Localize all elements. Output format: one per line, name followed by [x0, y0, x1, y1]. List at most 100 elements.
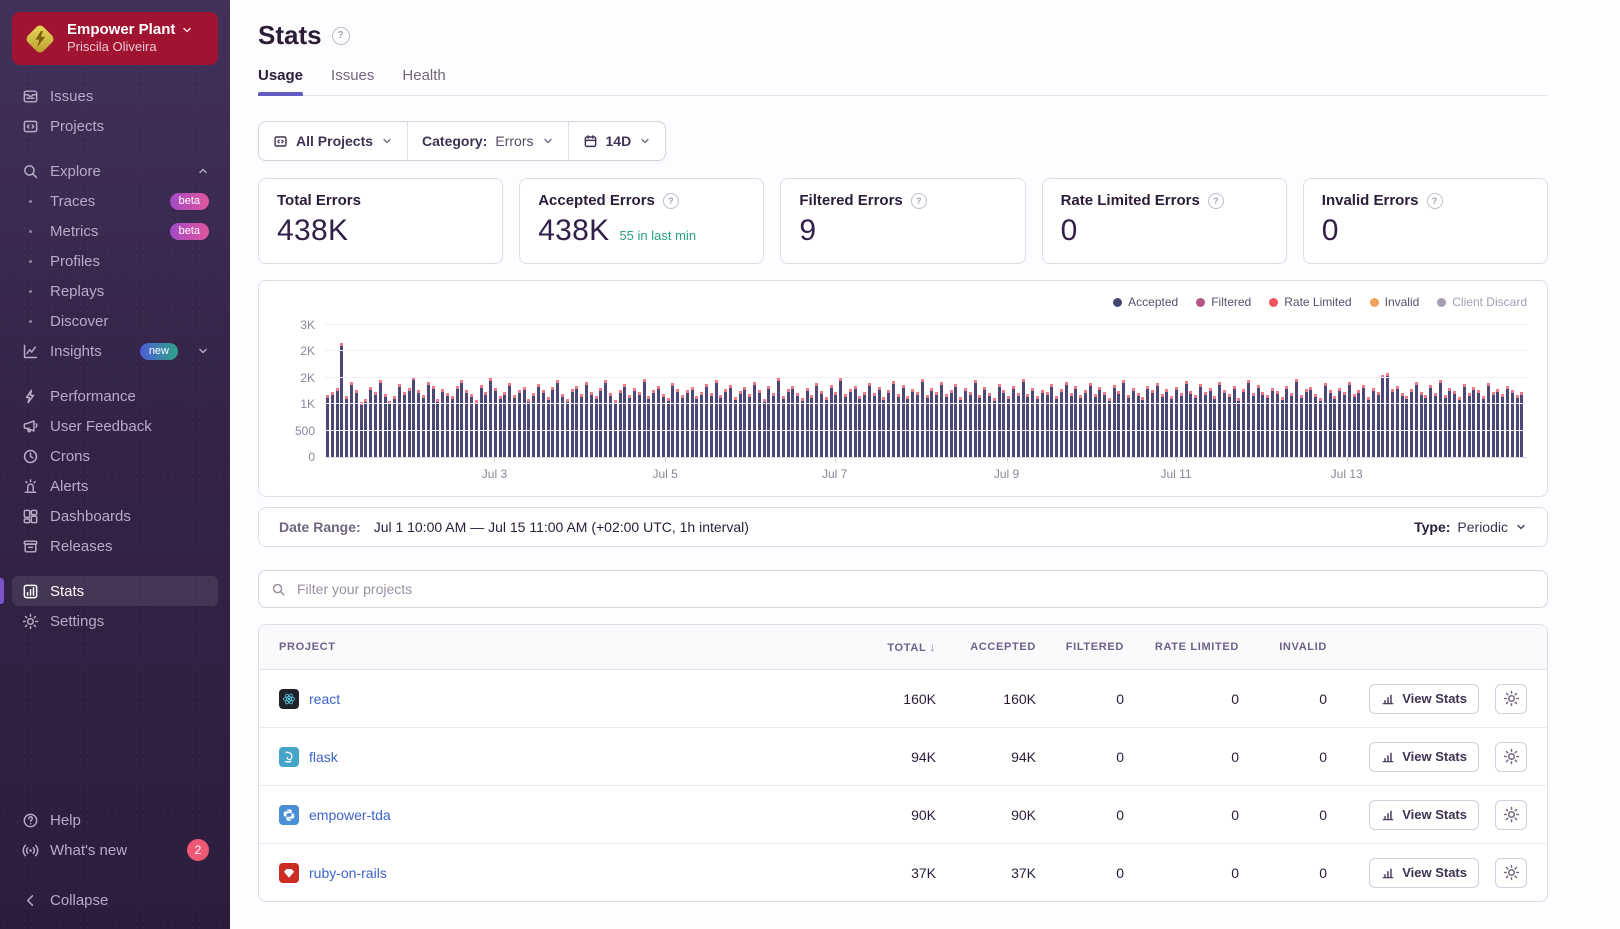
sidebar: Empower Plant Priscila Oliveira IssuesPr… — [0, 0, 230, 929]
chart-bar — [364, 399, 367, 457]
sidebar-item-user-feedback[interactable]: User Feedback — [12, 411, 218, 441]
chart-bar — [1185, 381, 1188, 457]
sidebar-item-traces[interactable]: Tracesbeta — [12, 186, 218, 216]
chart-bar — [336, 388, 339, 457]
sidebar-item-label: Releases — [50, 538, 113, 555]
view-stats-button[interactable]: View Stats — [1369, 858, 1479, 888]
chart-bar — [777, 378, 780, 457]
chart-bar — [1458, 397, 1461, 457]
sidebar-item-whats-new[interactable]: What's new2 — [12, 835, 218, 865]
chart-bar — [1482, 396, 1485, 457]
project-settings-button[interactable] — [1495, 858, 1527, 888]
sidebar-item-discover[interactable]: Discover — [12, 306, 218, 336]
projects-icon — [21, 118, 39, 135]
page-help-icon[interactable]: ? — [332, 27, 350, 45]
project-link[interactable]: empower-tda — [309, 807, 391, 823]
sidebar-item-issues[interactable]: Issues — [12, 81, 218, 111]
category-filter[interactable]: Category: Errors — [407, 122, 567, 160]
project-settings-button[interactable] — [1495, 800, 1527, 830]
legend-dot-icon — [1370, 298, 1379, 307]
chevron-down-icon — [639, 135, 651, 147]
sidebar-item-releases[interactable]: Releases — [12, 531, 218, 561]
legend-item-rate-limited[interactable]: Rate Limited — [1269, 295, 1351, 309]
tab-health[interactable]: Health — [402, 67, 445, 95]
project-settings-button[interactable] — [1495, 742, 1527, 772]
sidebar-item-label: Alerts — [50, 478, 88, 495]
chart-bar — [868, 383, 871, 457]
chart-bar — [1444, 395, 1447, 457]
chart-bar — [508, 383, 511, 457]
chart-bar — [1108, 398, 1111, 457]
chart-bar — [1305, 389, 1308, 457]
legend-item-invalid[interactable]: Invalid — [1370, 295, 1420, 309]
sidebar-item-crons[interactable]: Crons — [12, 441, 218, 471]
column-header-invalid[interactable]: INVALID — [1239, 641, 1327, 653]
chart-bar — [950, 390, 953, 457]
chart-bar — [1266, 395, 1269, 457]
sidebar-item-collapse[interactable]: Collapse — [12, 885, 218, 915]
chart-bar — [475, 400, 478, 457]
project-search-input[interactable] — [295, 580, 1535, 598]
project-link[interactable]: ruby-on-rails — [309, 865, 387, 881]
sidebar-item-alerts[interactable]: Alerts — [12, 471, 218, 501]
react-icon — [279, 689, 299, 709]
chart-bar — [1055, 396, 1058, 457]
view-stats-button[interactable]: View Stats — [1369, 800, 1479, 830]
sidebar-item-dashboards[interactable]: Dashboards — [12, 501, 218, 531]
chart-bar — [604, 380, 607, 457]
legend-dot-icon — [1113, 298, 1122, 307]
project-link[interactable]: react — [309, 691, 340, 707]
chart-bar — [834, 392, 837, 457]
project-link[interactable]: flask — [309, 749, 338, 765]
chart-bar — [1156, 383, 1159, 457]
project-settings-button[interactable] — [1495, 684, 1527, 714]
chart-bar — [1343, 392, 1346, 457]
help-icon[interactable]: ? — [1427, 193, 1443, 209]
column-header-accepted[interactable]: ACCEPTED — [936, 641, 1036, 653]
gear-icon — [1503, 690, 1520, 707]
chart-bar — [1237, 398, 1240, 457]
sidebar-item-performance[interactable]: Performance — [12, 381, 218, 411]
chart-bar — [1367, 397, 1370, 457]
sidebar-item-replays[interactable]: Replays — [12, 276, 218, 306]
x-tick-mark — [494, 458, 495, 462]
sidebar-item-stats[interactable]: Stats — [12, 576, 218, 606]
legend-item-filtered[interactable]: Filtered — [1196, 295, 1251, 309]
type-selector[interactable]: Type: Periodic — [1414, 519, 1527, 535]
chart-bar — [1065, 382, 1068, 458]
tab-usage[interactable]: Usage — [258, 67, 303, 95]
flask-icon — [279, 747, 299, 767]
help-icon[interactable]: ? — [663, 193, 679, 209]
sidebar-item-profiles[interactable]: Profiles — [12, 246, 218, 276]
chart-bar — [652, 390, 655, 457]
column-header-total[interactable]: TOTAL↓ — [811, 640, 936, 654]
sidebar-item-projects[interactable]: Projects — [12, 111, 218, 141]
project-filter[interactable]: All Projects — [259, 122, 407, 160]
column-header-filtered[interactable]: FILTERED — [1036, 641, 1124, 653]
stat-card-label: Filtered Errors — [799, 192, 902, 209]
legend-item-client-discard[interactable]: Client Discard — [1437, 295, 1527, 309]
chart-bar — [465, 390, 468, 457]
legend-item-accepted[interactable]: Accepted — [1113, 295, 1178, 309]
chart-bar — [417, 390, 420, 457]
tab-issues[interactable]: Issues — [331, 67, 374, 95]
column-header-rate-limited[interactable]: RATE LIMITED — [1124, 641, 1239, 653]
sidebar-item-settings[interactable]: Settings — [12, 606, 218, 636]
sidebar-item-explore[interactable]: Explore — [12, 156, 218, 186]
org-switcher[interactable]: Empower Plant Priscila Oliveira — [12, 12, 218, 65]
sidebar-item-metrics[interactable]: Metricsbeta — [12, 216, 218, 246]
help-icon[interactable]: ? — [1208, 193, 1224, 209]
chart-bar — [537, 384, 540, 457]
chart-bar — [993, 398, 996, 457]
sidebar-item-insights[interactable]: Insightsnew — [12, 336, 218, 366]
chart-y-axis: 3K2K2K1K5000 — [279, 325, 325, 457]
cell-rate_limited: 0 — [1124, 691, 1239, 707]
chart-bar — [1103, 392, 1106, 457]
chart-plot-area[interactable] — [325, 325, 1527, 458]
date-range-filter[interactable]: 14D — [568, 122, 666, 160]
view-stats-button[interactable]: View Stats — [1369, 742, 1479, 772]
column-header-project[interactable]: PROJECT — [279, 641, 811, 653]
help-icon[interactable]: ? — [911, 193, 927, 209]
sidebar-item-help[interactable]: Help — [12, 805, 218, 835]
view-stats-button[interactable]: View Stats — [1369, 684, 1479, 714]
